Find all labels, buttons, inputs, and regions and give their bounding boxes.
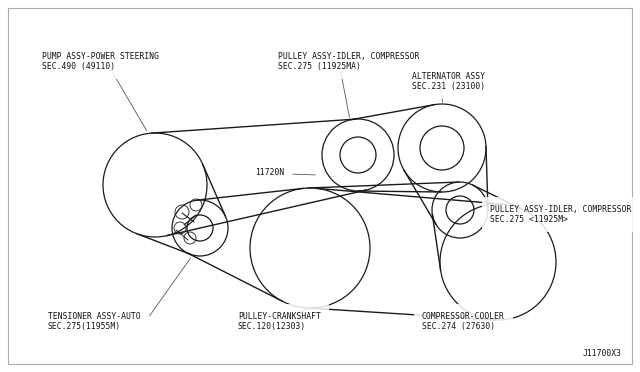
Text: COMPRESSOR-COOLER
SEC.274 (27630): COMPRESSOR-COOLER SEC.274 (27630) bbox=[422, 312, 505, 331]
Text: PULLEY ASSY-IDLER, COMPRESSOR
SEC.275 (11925MA): PULLEY ASSY-IDLER, COMPRESSOR SEC.275 (1… bbox=[278, 52, 419, 71]
Text: PUMP ASSY-POWER STEERING
SEC.490 (49110): PUMP ASSY-POWER STEERING SEC.490 (49110) bbox=[42, 52, 159, 71]
Text: ALTERNATOR ASSY
SEC.231 (23100): ALTERNATOR ASSY SEC.231 (23100) bbox=[412, 72, 485, 92]
Text: 11720N: 11720N bbox=[255, 168, 284, 177]
Text: PULLEY ASSY-IDLER, COMPRESSOR
SEC.275 <11925M>: PULLEY ASSY-IDLER, COMPRESSOR SEC.275 <1… bbox=[490, 205, 632, 224]
Text: PULLEY-CRANKSHAFT
SEC.120(12303): PULLEY-CRANKSHAFT SEC.120(12303) bbox=[238, 312, 321, 331]
Text: J11700X3: J11700X3 bbox=[583, 349, 622, 358]
Text: TENSIONER ASSY-AUTO
SEC.275(11955M): TENSIONER ASSY-AUTO SEC.275(11955M) bbox=[48, 312, 141, 331]
